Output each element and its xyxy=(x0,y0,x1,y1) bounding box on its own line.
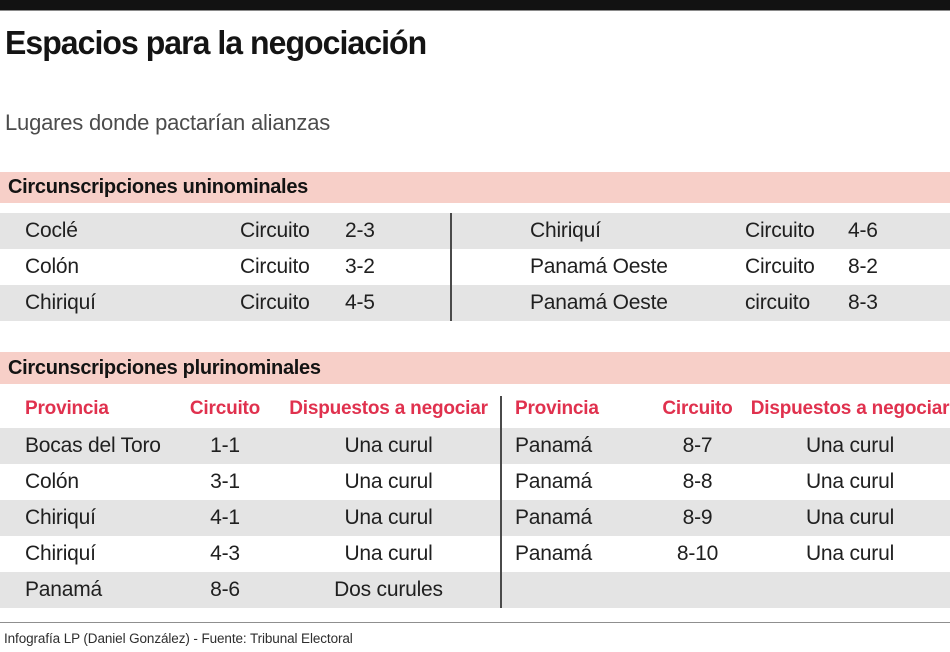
page-subtitle: Lugares donde pactarían alianzas xyxy=(5,110,331,135)
circuit-cell: 4-3 xyxy=(210,542,240,565)
province-cell: Panamá xyxy=(515,434,593,457)
circuit-cell: 4-1 xyxy=(210,506,240,529)
table-uninominales: Coclé Circuito 2-3 Chiriquí Circuito 4-6… xyxy=(0,213,950,321)
circuit-label-cell: circuito xyxy=(745,291,810,314)
circuit-label-cell: Circuito xyxy=(240,219,310,242)
circuit-label-cell: Circuito xyxy=(240,291,310,314)
circuit-value-cell: 8-2 xyxy=(848,255,878,278)
table-plurinominales: Bocas del Toro 1-1 Una curul Panamá 8-7 … xyxy=(0,428,950,608)
seats-cell: Una curul xyxy=(805,506,895,529)
table-divider-line xyxy=(500,396,502,608)
circuit-value-cell: 2-3 xyxy=(345,219,375,242)
circuit-cell: 1-1 xyxy=(210,434,240,457)
circuit-value-cell: 4-6 xyxy=(848,219,878,242)
footer-credit: Infografía LP (Daniel González) - Fuente… xyxy=(4,631,353,646)
province-cell: Chiriquí xyxy=(25,506,96,529)
column-header-province: Provincia xyxy=(515,398,599,419)
table-divider-line xyxy=(450,213,452,321)
province-cell: Panamá xyxy=(515,542,593,565)
circuit-value-cell: 4-5 xyxy=(345,291,375,314)
province-cell: Chiriquí xyxy=(530,219,601,242)
section-header-plurinominales-label: Circunscripciones plurinominales xyxy=(8,357,321,379)
province-cell: Panamá xyxy=(515,506,593,529)
province-cell: Chiriquí xyxy=(25,291,96,314)
column-header-seats: Dispuestos a negociar xyxy=(750,398,950,419)
circuit-cell: 8-9 xyxy=(682,506,713,529)
table-row: Colón 3-1 Una curul Panamá 8-8 Una curul xyxy=(0,464,950,500)
table-row: Coclé Circuito 2-3 Chiriquí Circuito 4-6 xyxy=(0,213,950,249)
province-cell: Panamá xyxy=(515,470,593,493)
footer-rule xyxy=(0,622,950,623)
seats-cell: Una curul xyxy=(344,470,433,493)
circuit-value-cell: 8-3 xyxy=(848,291,878,314)
province-cell: Colón xyxy=(25,470,79,493)
table-row: Bocas del Toro 1-1 Una curul Panamá 8-7 … xyxy=(0,428,950,464)
circuit-label-cell: Circuito xyxy=(745,219,815,242)
page-title: Espacios para la negociación xyxy=(5,24,427,61)
province-cell: Colón xyxy=(25,255,79,278)
table-row: Chiriquí 4-3 Una curul Panamá 8-10 Una c… xyxy=(0,536,950,572)
column-header-province: Provincia xyxy=(25,398,109,419)
province-cell: Panamá xyxy=(25,578,103,601)
seats-cell: Una curul xyxy=(344,542,433,565)
province-cell: Panamá Oeste xyxy=(530,291,668,314)
top-black-bar xyxy=(0,0,950,11)
circuit-cell: 3-1 xyxy=(210,470,240,493)
circuit-value-cell: 3-2 xyxy=(345,255,375,278)
section-header-plurinominales: Circunscripciones plurinominales xyxy=(0,352,950,384)
table-plurinominales-header: Provincia Circuito Dispuestos a negociar… xyxy=(0,392,950,426)
column-header-seats: Dispuestos a negociar xyxy=(289,398,488,419)
table-row: Chiriquí Circuito 4-5 Panamá Oeste circu… xyxy=(0,285,950,321)
table-row: Colón Circuito 3-2 Panamá Oeste Circuito… xyxy=(0,249,950,285)
empty-row-half xyxy=(502,572,950,608)
table-row: Panamá 8-6 Dos curules xyxy=(0,572,950,608)
column-header-circuit: Circuito xyxy=(189,398,261,419)
circuit-cell: 8-6 xyxy=(210,578,240,601)
column-header-circuit: Circuito xyxy=(662,398,733,419)
seats-cell: Dos curules xyxy=(334,578,443,601)
table-row: Chiriquí 4-1 Una curul Panamá 8-9 Una cu… xyxy=(0,500,950,536)
province-cell: Chiriquí xyxy=(25,542,96,565)
seats-cell: Una curul xyxy=(805,542,895,565)
section-header-uninominales-label: Circunscripciones uninominales xyxy=(8,176,308,198)
circuit-label-cell: Circuito xyxy=(240,255,310,278)
circuit-cell: 8-10 xyxy=(676,542,719,565)
circuit-label-cell: Circuito xyxy=(745,255,815,278)
province-cell: Panamá Oeste xyxy=(530,255,668,278)
circuit-cell: 8-8 xyxy=(682,470,713,493)
seats-cell: Una curul xyxy=(805,434,895,457)
seats-cell: Una curul xyxy=(805,470,895,493)
province-cell: Coclé xyxy=(25,219,78,242)
circuit-cell: 8-7 xyxy=(682,434,713,457)
seats-cell: Una curul xyxy=(344,434,433,457)
section-header-uninominales: Circunscripciones uninominales xyxy=(0,172,950,203)
seats-cell: Una curul xyxy=(344,506,433,529)
province-cell: Bocas del Toro xyxy=(25,434,161,457)
